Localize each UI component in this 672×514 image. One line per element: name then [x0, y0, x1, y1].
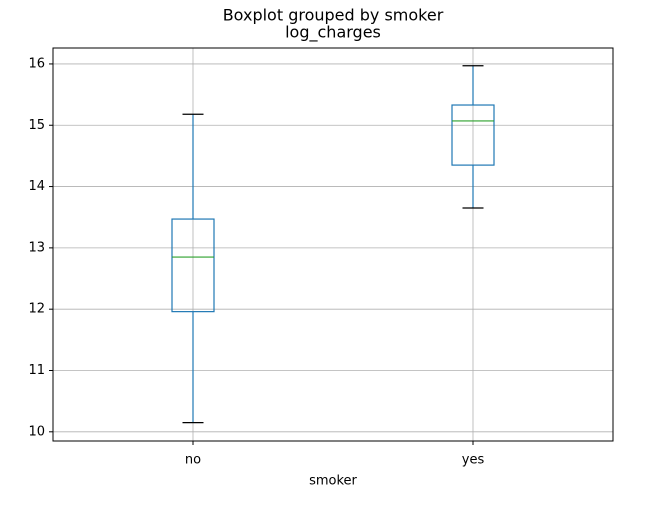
chart-title: Boxplot grouped by smoker — [223, 6, 444, 25]
x-tick-label: no — [185, 453, 201, 468]
chart-subtitle: log_charges — [285, 23, 381, 43]
y-tick-label: 14 — [28, 179, 45, 194]
box — [171, 218, 215, 313]
y-tick-label: 12 — [28, 302, 45, 317]
y-tick-label: 13 — [28, 240, 45, 255]
y-tick-label: 16 — [28, 56, 45, 71]
x-axis-label: smoker — [309, 474, 357, 489]
y-tick-label: 15 — [28, 118, 45, 133]
x-tick-label: yes — [462, 453, 485, 468]
plot-frame — [52, 47, 614, 442]
y-tick-label: 10 — [28, 424, 45, 439]
y-tick-label: 11 — [28, 363, 45, 378]
box — [451, 104, 495, 166]
